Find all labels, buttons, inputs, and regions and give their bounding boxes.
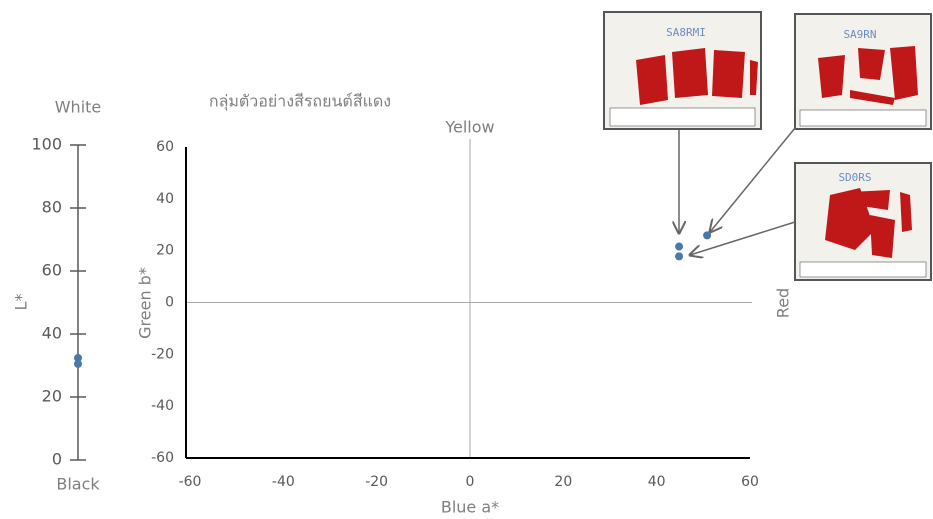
- photo: SA9RN: [794, 13, 932, 130]
- photo: SD0RS: [794, 162, 932, 281]
- arrow: [690, 221, 796, 255]
- arrow: [710, 127, 796, 232]
- point: [74, 359, 82, 368]
- photo-label: SA9RN: [843, 28, 876, 41]
- x-tick-label: 60: [741, 474, 759, 490]
- point: [675, 242, 684, 251]
- y-axis-label: L*: [12, 294, 31, 311]
- y-axis-label: Green b*: [136, 267, 155, 339]
- y-tick-label: -20: [151, 346, 174, 362]
- x-tick-label: -60: [179, 474, 202, 490]
- y-tick-label: 20: [156, 243, 174, 259]
- point: [675, 252, 684, 261]
- y-tick-label: 20: [42, 387, 62, 406]
- y-tick-label: -40: [151, 398, 174, 414]
- y-tick-label: 40: [42, 324, 62, 343]
- right-annotation: Red: [774, 288, 793, 318]
- photo: SA8RMI: [603, 11, 762, 130]
- x-tick-label: -20: [365, 474, 388, 490]
- x-tick-label: 0: [466, 474, 475, 490]
- y-tick-label: 80: [42, 198, 62, 217]
- y-tick-label: 60: [42, 261, 62, 280]
- point: [703, 231, 712, 240]
- y-tick-label: 0: [52, 450, 62, 469]
- chart-title: กลุ่มตัวอย่างสีรถยนต์สีแดง: [209, 92, 391, 112]
- photo-label: SD0RS: [838, 171, 871, 184]
- x-axis-label: Blue a*: [441, 498, 499, 517]
- x-tick-label: -40: [272, 474, 295, 490]
- top-label: White: [55, 98, 102, 117]
- x-tick-label: 40: [648, 474, 666, 490]
- x-tick-label: 20: [554, 474, 572, 490]
- y-tick-label: -60: [151, 450, 174, 466]
- top-annotation: Yellow: [444, 118, 494, 137]
- y-tick-label: 60: [156, 139, 174, 155]
- y-tick-label: 40: [156, 191, 174, 207]
- y-tick-label: 100: [31, 135, 62, 154]
- photo-label: SA8RMI: [666, 26, 706, 39]
- bottom-label: Black: [56, 475, 100, 494]
- y-tick-label: 0: [165, 295, 174, 311]
- point: [74, 353, 82, 362]
